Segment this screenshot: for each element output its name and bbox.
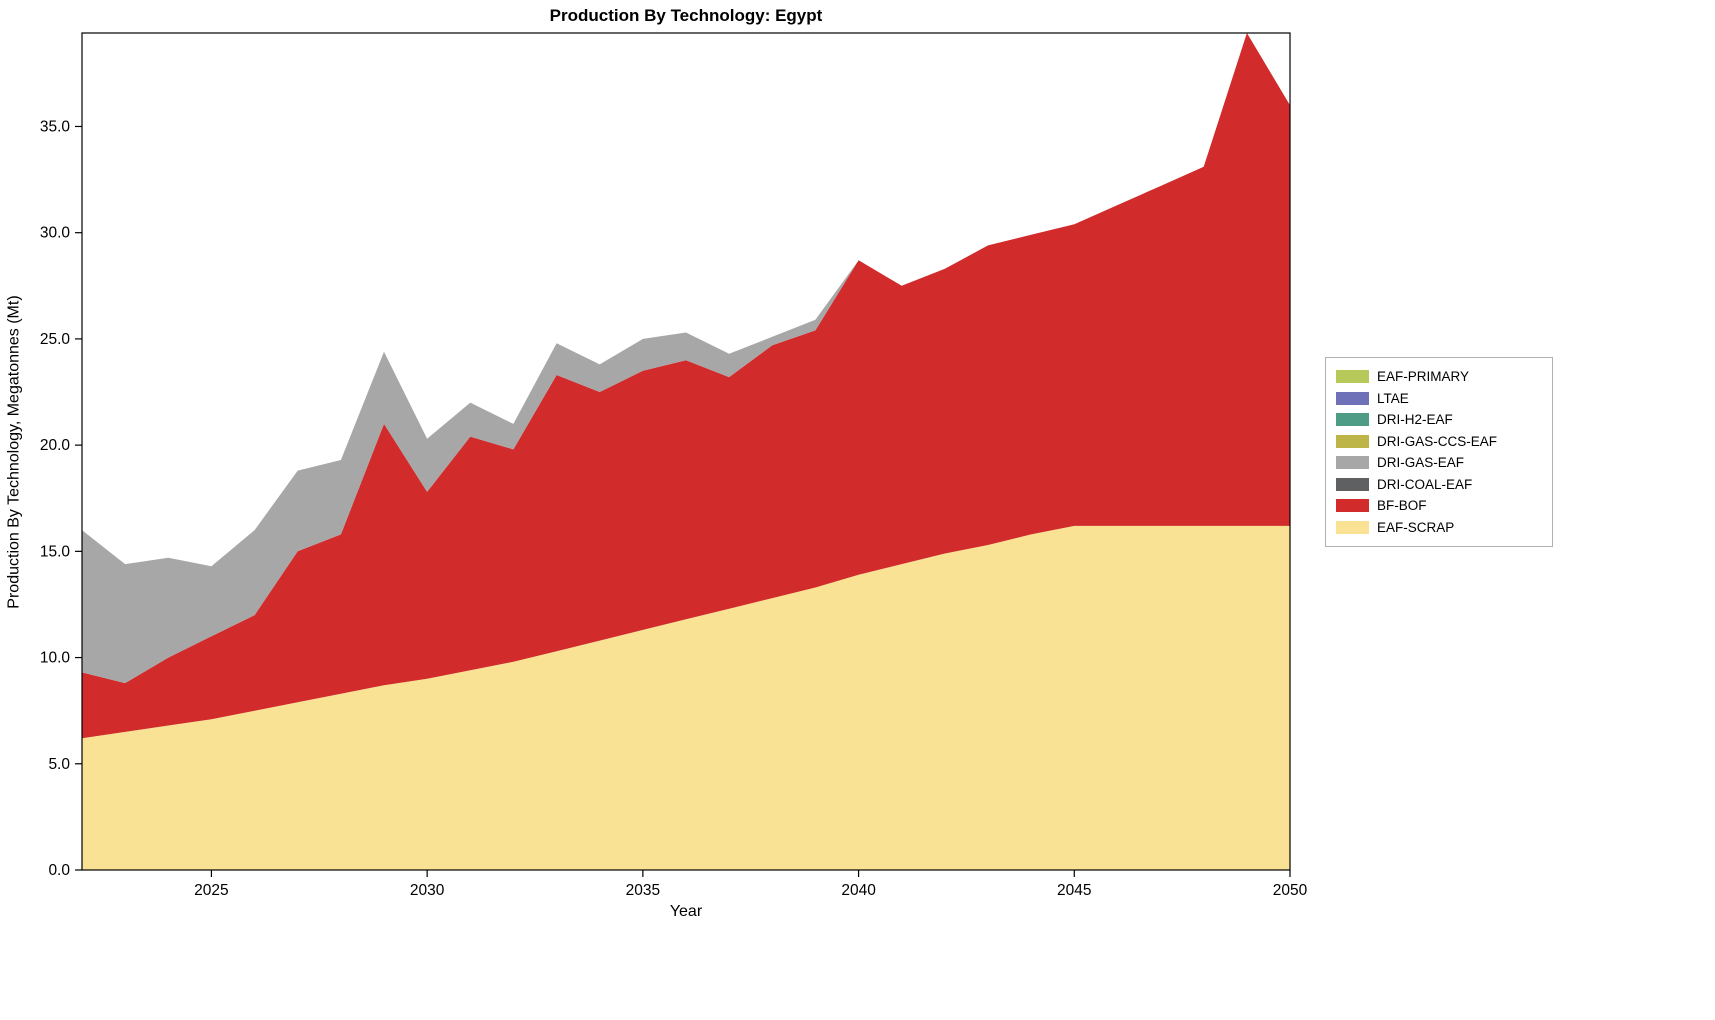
legend-label: DRI-GAS-EAF: [1377, 455, 1465, 471]
plot-border: [81, 32, 1291, 871]
legend-label: DRI-COAL-EAF: [1377, 476, 1473, 492]
y-tick-label: 10.0: [40, 650, 71, 667]
legend-item-dri-coal-eaf: DRI-COAL-EAF: [1336, 474, 1542, 496]
y-tick-label: 25.0: [40, 331, 71, 348]
legend-swatch-dri-gas-ccs-eaf: [1336, 434, 1369, 448]
legend-swatch-ltae: [1336, 391, 1369, 405]
y-tick-label: 30.0: [40, 225, 71, 242]
x-tick-label: 2035: [626, 882, 660, 899]
legend-swatch-eaf-primary: [1336, 370, 1369, 384]
legend-item-dri-gas-ccs-eaf: DRI-GAS-CCS-EAF: [1336, 431, 1542, 453]
area-eaf-scrap: [82, 525, 1290, 870]
legend-swatch-dri-gas-eaf: [1336, 456, 1369, 470]
y-tick-label: 5.0: [48, 756, 70, 773]
x-tick-label: 2040: [841, 882, 876, 899]
x-tick-label: 2025: [194, 882, 228, 899]
y-tick-label: 0.0: [48, 862, 70, 879]
legend-label: EAF-PRIMARY: [1377, 369, 1470, 385]
y-tick-label: 35.0: [40, 118, 71, 135]
legend-item-eaf-primary: EAF-PRIMARY: [1336, 366, 1542, 388]
legend-item-eaf-scrap: EAF-SCRAP: [1336, 517, 1542, 539]
chart-title: Production By Technology: Egypt: [549, 6, 823, 25]
x-tick-label: 2045: [1057, 882, 1091, 899]
x-tick-label: 2050: [1273, 882, 1308, 899]
x-axis-label: Year: [669, 903, 703, 920]
legend-swatch-eaf-scrap: [1336, 520, 1369, 534]
legend-label: BF-BOF: [1377, 498, 1427, 514]
legend-label: DRI-H2-EAF: [1377, 412, 1453, 428]
area-dri-gas-eaf: [82, 33, 1290, 684]
y-tick-label: 15.0: [40, 543, 71, 560]
legend-label: LTAE: [1377, 390, 1409, 406]
legend-item-dri-gas-eaf: DRI-GAS-EAF: [1336, 452, 1542, 474]
legend-label: EAF-SCRAP: [1377, 519, 1455, 535]
y-tick-label: 20.0: [40, 437, 71, 454]
y-axis-label: Production By Technology, Megatonnes (Mt…: [5, 295, 23, 609]
legend-swatch-dri-h2-eaf: [1336, 413, 1369, 427]
legend-label: DRI-GAS-CCS-EAF: [1377, 433, 1498, 449]
x-tick-label: 2030: [410, 882, 445, 899]
legend-box: EAF-PRIMARY LTAE DRI-H2-EAF DRI-GAS-CCS-EAF…: [1325, 357, 1553, 547]
legend-item-ltae: LTAE: [1336, 388, 1542, 410]
legend-item-bf-bof: BF-BOF: [1336, 495, 1542, 517]
legend-item-dri-h2-eaf: DRI-H2-EAF: [1336, 409, 1542, 431]
area-bf-bof: [82, 33, 1290, 739]
legend-swatch-dri-coal-eaf: [1336, 477, 1369, 491]
legend-swatch-bf-bof: [1336, 499, 1369, 513]
